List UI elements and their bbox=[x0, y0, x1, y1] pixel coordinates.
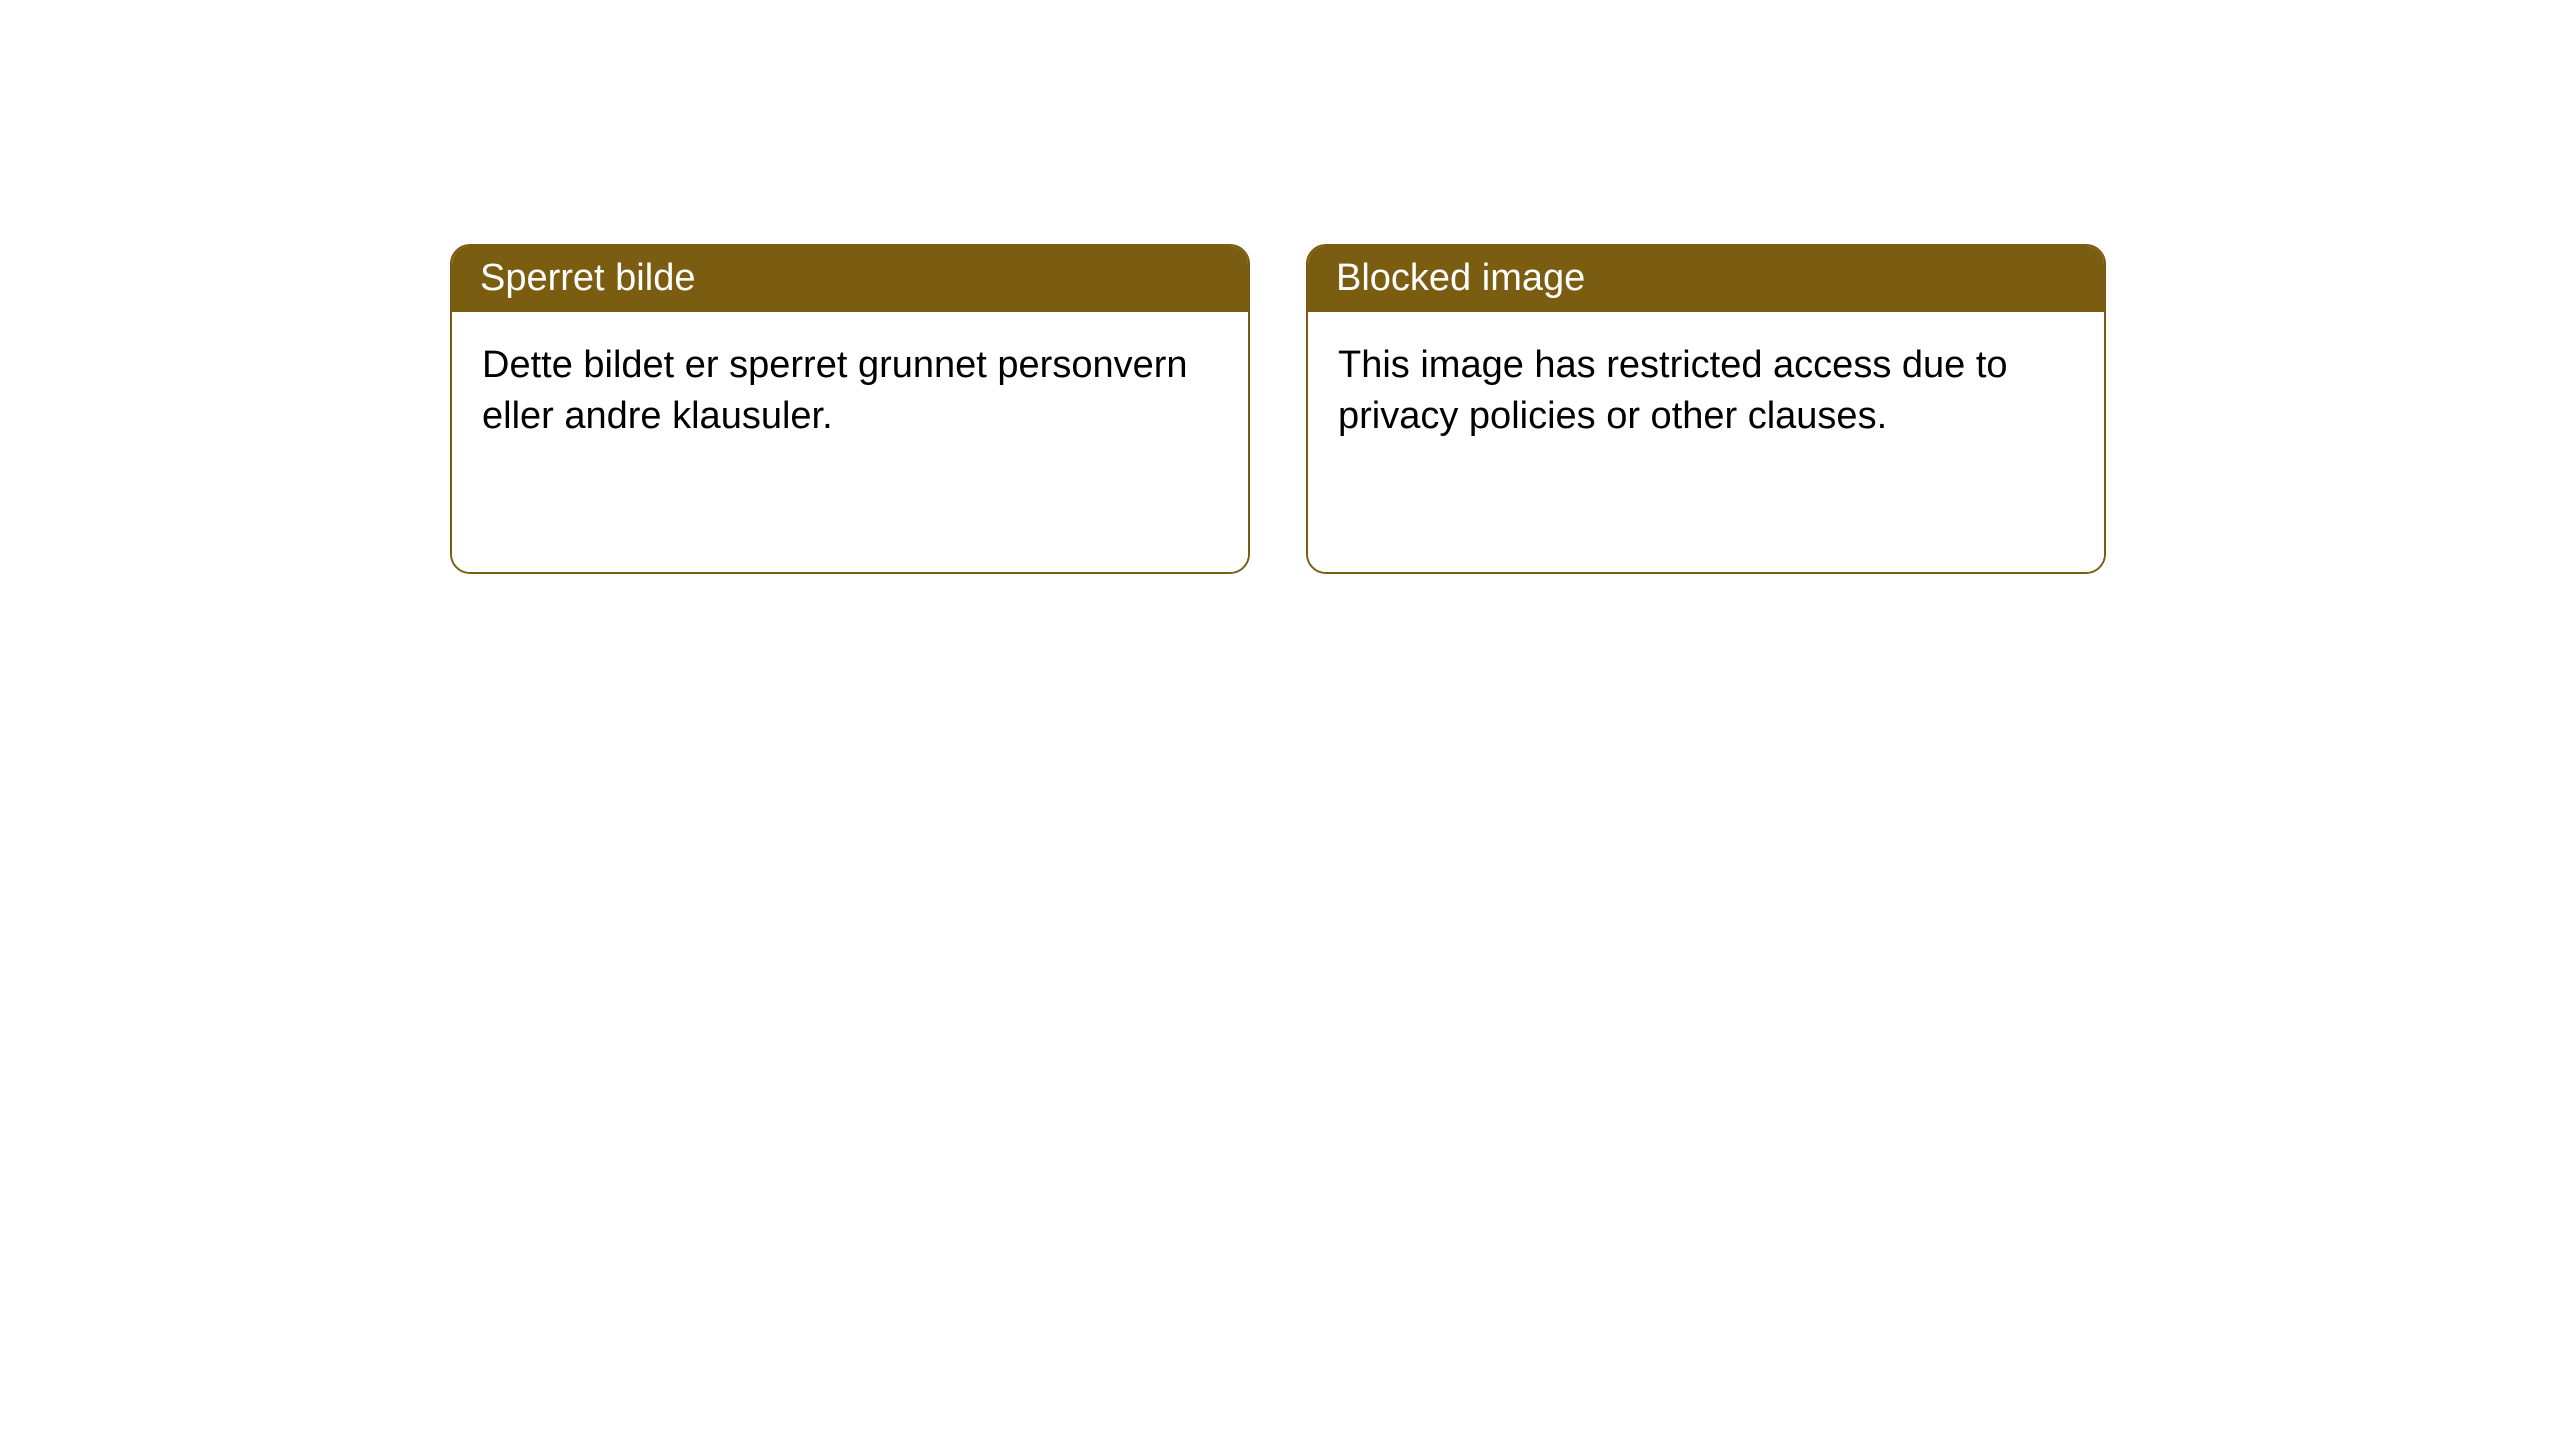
notice-header-no: Sperret bilde bbox=[452, 246, 1248, 312]
notice-header-en: Blocked image bbox=[1308, 246, 2104, 312]
notice-box-no: Sperret bilde Dette bildet er sperret gr… bbox=[450, 244, 1250, 574]
notice-body-no: Dette bildet er sperret grunnet personve… bbox=[452, 312, 1248, 572]
notice-container: Sperret bilde Dette bildet er sperret gr… bbox=[450, 244, 2106, 574]
notice-box-en: Blocked image This image has restricted … bbox=[1306, 244, 2106, 574]
notice-body-en: This image has restricted access due to … bbox=[1308, 312, 2104, 572]
